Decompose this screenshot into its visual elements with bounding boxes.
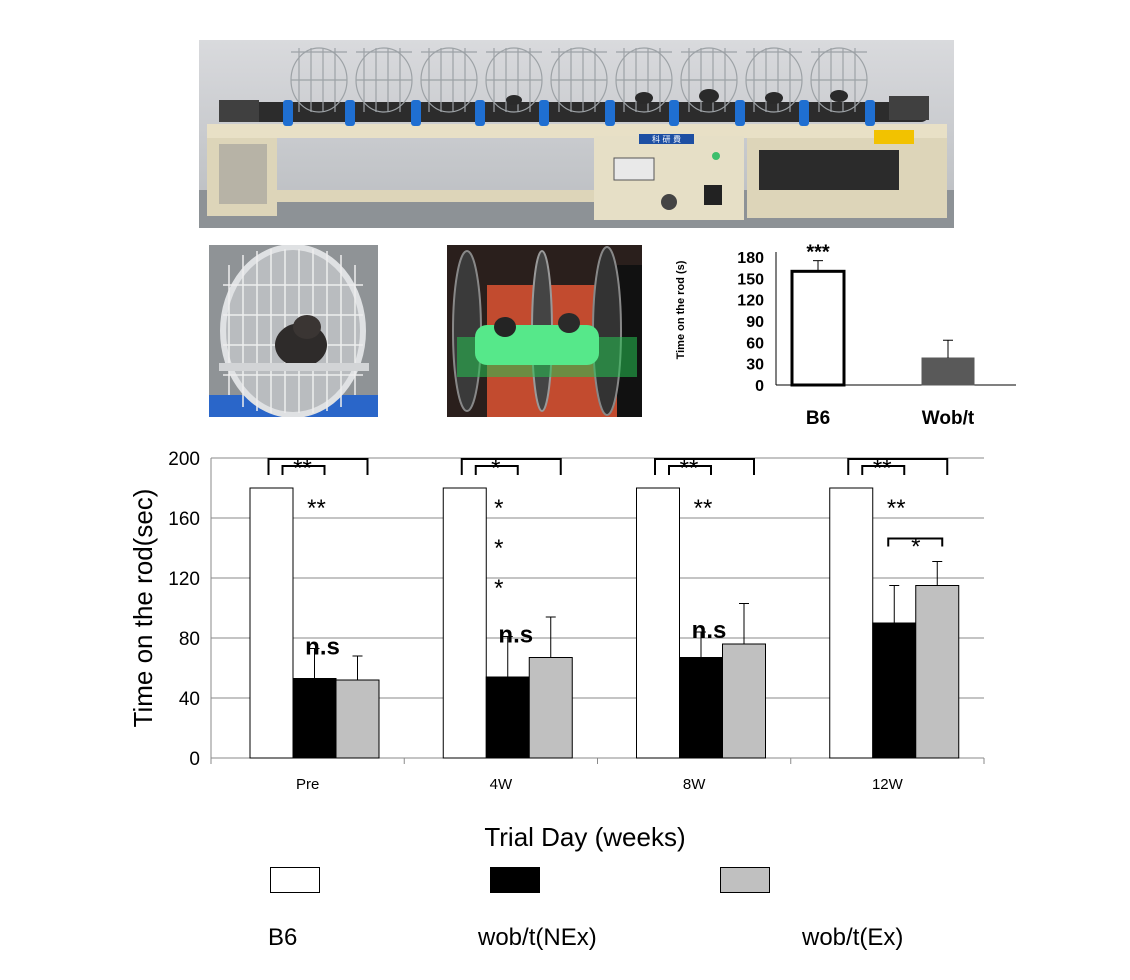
apparatus-photo: 科 研 費	[199, 40, 954, 228]
main-y-tick-label: 160	[168, 509, 200, 530]
main-y-tick-label: 200	[168, 449, 200, 470]
legend-label-b6: B6	[268, 924, 298, 951]
main-significance-bracket-inner	[668, 465, 712, 475]
main-significance-label: n.s	[498, 622, 533, 649]
main-bar	[722, 643, 766, 759]
main-significance-bracket-inner	[861, 465, 906, 475]
main-significance-label: **	[307, 495, 326, 522]
small-bar-chart: 0 30 60 90 120 150 180 B6 Wob/t *** Time on the …	[675, 242, 1016, 429]
main-significance-bracket-outer	[460, 458, 562, 475]
legend-swatch-b6	[270, 867, 320, 893]
main-significance-label: n.s	[305, 634, 340, 661]
main-significance-label: **	[293, 455, 312, 482]
main-chart-ylabel: Time on the rod(sec)	[128, 489, 158, 728]
legend-label-ex: wob/t(Ex)	[802, 924, 904, 951]
main-significance-bracket-inner	[281, 465, 326, 475]
main-x-tick-label: Pre	[296, 776, 319, 793]
main-x-tick-label: 4W	[490, 776, 513, 793]
main-x-tick-label: 12W	[872, 776, 904, 793]
main-bar	[485, 676, 530, 759]
main-significance-label: **	[680, 455, 699, 482]
small-y-tick-label: 120	[737, 293, 764, 310]
main-bar	[679, 657, 723, 759]
small-significance-label: ***	[806, 242, 830, 264]
main-bar	[292, 678, 337, 759]
main-significance-label: *	[494, 535, 503, 562]
legend-swatch-nex	[490, 867, 540, 893]
main-bar	[442, 487, 487, 759]
main-y-tick-label: 40	[179, 689, 200, 710]
main-significance-bracket-outer	[847, 458, 949, 475]
main-significance-label: **	[694, 495, 713, 522]
main-bar	[335, 679, 380, 759]
small-bar	[790, 269, 846, 387]
legend-label-nex: wob/t(NEx)	[478, 924, 597, 951]
main-significance-label: *	[911, 534, 920, 561]
main-significance-label: *	[494, 495, 503, 522]
main-chart-xlabel: Trial Day (weeks)	[484, 822, 686, 852]
main-bar	[915, 585, 960, 759]
main-significance-label: **	[873, 455, 892, 482]
main-bar	[872, 622, 917, 759]
small-x-tick-label: Wob/t	[922, 408, 975, 429]
small-y-tick-label: 60	[746, 335, 764, 352]
main-significance-bracket-outer	[654, 458, 755, 475]
main-y-tick-label: 80	[179, 629, 200, 650]
small-y-tick-label: 90	[746, 314, 764, 331]
small-x-tick-label: B6	[806, 408, 830, 429]
main-significance-bracket-ex	[887, 537, 944, 547]
small-y-tick-label: 180	[737, 250, 764, 267]
cage-photo	[209, 245, 378, 417]
small-y-tick-label: 150	[737, 271, 764, 288]
main-bar	[249, 487, 294, 759]
main-bar	[829, 487, 874, 759]
main-bar	[528, 657, 573, 759]
main-x-tick-label: 8W	[683, 776, 706, 793]
small-y-tick-label: 30	[746, 357, 764, 374]
legend-swatch-ex	[720, 867, 770, 893]
main-y-tick-label: 120	[168, 569, 200, 590]
apparatus-sign-text: 科 研 費	[652, 134, 681, 144]
main-significance-label: *	[494, 575, 503, 602]
main-significance-bracket-outer	[267, 458, 369, 475]
main-bar	[636, 487, 680, 759]
main-significance-label: *	[491, 455, 500, 482]
main-significance-bracket-inner	[474, 465, 519, 475]
main-significance-label: **	[887, 495, 906, 522]
main-y-tick-label: 0	[189, 749, 200, 770]
small-y-tick-label: 0	[755, 378, 764, 395]
small-bar	[921, 357, 975, 386]
rotarod-photo	[447, 245, 642, 417]
main-significance-label: n.s	[692, 617, 727, 644]
small-chart-ylabel: Time on the rod (s)	[675, 260, 687, 359]
